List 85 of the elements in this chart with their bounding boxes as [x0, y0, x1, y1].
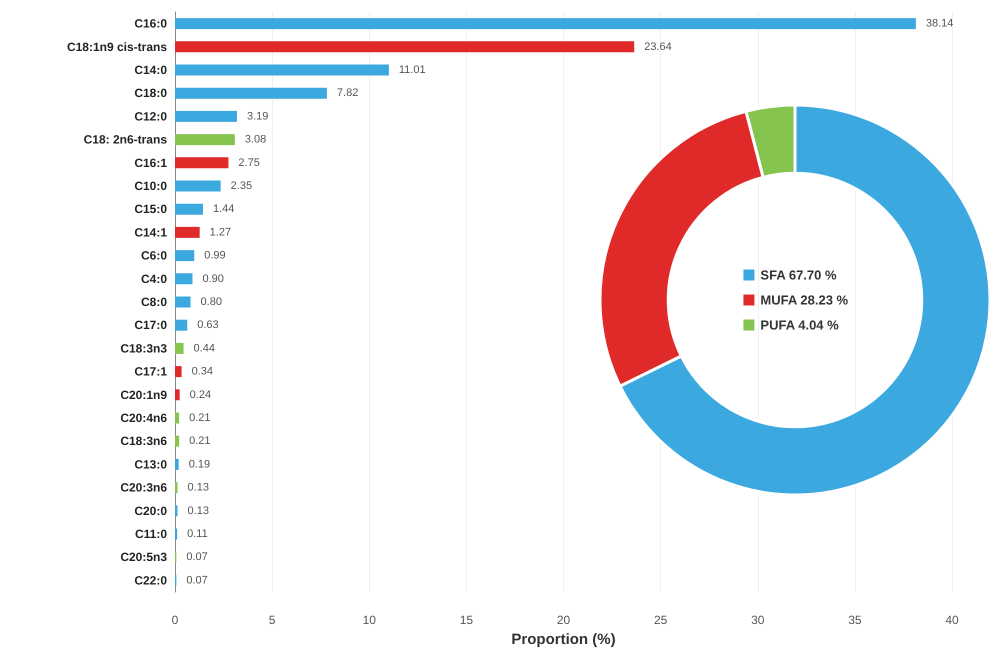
y-tick-label: C20:5n3 [120, 550, 168, 564]
data-label: 0.24 [190, 388, 212, 401]
x-tick-label: 40 [945, 613, 959, 627]
bar [175, 180, 221, 192]
bar [175, 273, 192, 284]
x-tick-label: 10 [362, 613, 376, 627]
data-label: 0.80 [200, 296, 222, 308]
data-label: 38.14 [926, 18, 954, 30]
data-label: 0.11 [187, 528, 208, 540]
y-tick-label: C16:1 [134, 156, 168, 170]
bar [175, 366, 182, 378]
y-tick-label: C8:0 [140, 295, 168, 309]
data-label: 3.19 [246, 110, 268, 122]
bar [175, 320, 188, 331]
bar [175, 389, 180, 400]
y-tick-label: C10:0 [134, 179, 168, 193]
data-label: 0.13 [188, 504, 209, 517]
x-tick-label: 5 [268, 613, 276, 627]
y-tick-label: C13:0 [134, 457, 168, 472]
y-tick-label: C17:1 [134, 364, 168, 379]
y-tick-label: C22:0 [134, 573, 168, 588]
bar [175, 250, 194, 262]
bar [175, 226, 200, 238]
bar [175, 342, 184, 354]
x-tick-label: 15 [460, 613, 474, 627]
legend-label: SFA 67.70 % [760, 268, 837, 282]
data-label: 1.44 [212, 203, 234, 216]
bar [175, 458, 179, 470]
data-label: 1.27 [210, 226, 232, 238]
y-tick-label: C11:0 [134, 527, 168, 541]
data-label: 7.82 [336, 87, 358, 100]
x-tick-label: 25 [654, 613, 668, 627]
y-tick-label: C14:1 [134, 225, 168, 240]
bar [175, 64, 389, 76]
y-tick-label: C15:0 [134, 202, 168, 216]
data-label: 0.07 [186, 574, 208, 586]
y-tick-label: C4:0 [140, 272, 168, 286]
bar [175, 18, 916, 30]
y-tick-label: C18:3n3 [120, 341, 168, 356]
data-label: 0.21 [189, 412, 210, 424]
y-tick-label: C16:0 [134, 16, 168, 31]
bar [175, 88, 327, 99]
legend-label: MUFA 28.23 % [760, 292, 849, 308]
bar [175, 41, 634, 52]
y-tick-label: C6:0 [140, 248, 168, 263]
data-label: 0.44 [194, 342, 215, 354]
y-tick-label: C18: 2n6-trans [84, 132, 168, 147]
data-label: 0.07 [186, 551, 208, 564]
data-label: 2.75 [238, 156, 260, 169]
x-tick-label: 0 [172, 613, 179, 627]
y-tick-label: C20:0 [134, 504, 168, 518]
x-tick-label: 35 [848, 613, 862, 627]
bar [175, 134, 235, 146]
data-label: 23.64 [644, 40, 672, 53]
data-label: 0.21 [189, 435, 210, 448]
bar [175, 110, 237, 122]
x-tick-label: 20 [556, 613, 570, 627]
data-label: 0.63 [197, 319, 219, 332]
bar [175, 296, 191, 308]
y-tick-label: C18:0 [134, 86, 168, 100]
x-axis-title: Proportion (%) [511, 631, 616, 648]
data-label: 0.13 [188, 482, 209, 494]
bar [175, 505, 178, 516]
data-label: 0.99 [204, 250, 226, 262]
bar [175, 436, 180, 447]
bar [175, 157, 228, 168]
bar [175, 204, 203, 215]
y-tick-label: C17:0 [134, 318, 168, 332]
bar [175, 412, 180, 424]
y-tick-label: C20:3n6 [120, 480, 168, 495]
data-label: 0.19 [188, 458, 210, 470]
data-label: 2.35 [230, 180, 252, 192]
y-tick-label: C18:3n6 [120, 434, 168, 448]
data-label: 3.08 [244, 134, 266, 146]
data-label: 0.34 [192, 366, 214, 378]
data-label: 0.90 [202, 272, 224, 285]
bar [175, 482, 178, 494]
data-label: 11.01 [398, 64, 426, 76]
y-tick-label: C12:0 [134, 109, 168, 124]
y-tick-label: C20:4n6 [120, 411, 168, 425]
y-tick-label: C14:0 [134, 63, 168, 77]
y-tick-label: C20:1n9 [120, 388, 168, 402]
legend-label: PUFA 4.04 % [760, 318, 840, 332]
x-tick-label: 30 [751, 613, 765, 627]
y-tick-label: C18:1n9 cis-trans [66, 40, 168, 54]
